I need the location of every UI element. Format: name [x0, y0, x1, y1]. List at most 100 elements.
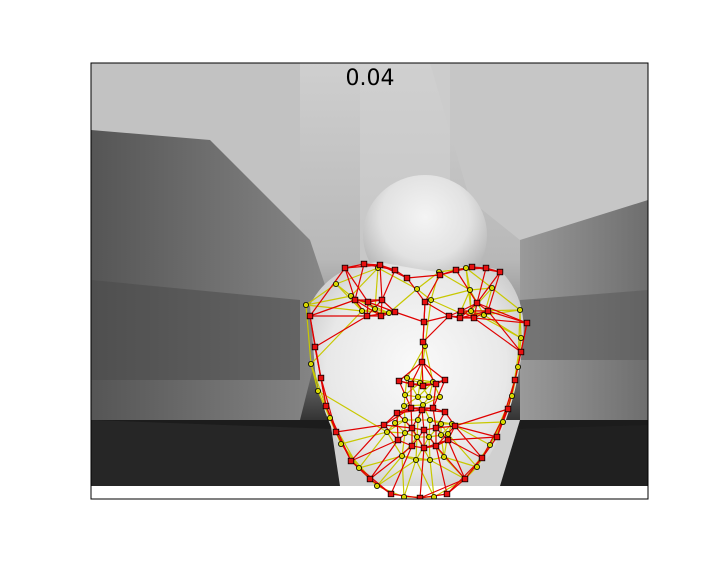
- predicted-mesh-edge: [432, 379, 446, 409]
- reference-mesh-edge: [358, 431, 388, 469]
- predicted-landmark-point: [496, 268, 504, 276]
- predicted-mesh-edge: [379, 264, 383, 301]
- reference-mesh-edge: [340, 431, 388, 445]
- predicted-landmark-point: [429, 404, 437, 412]
- predicted-landmark-point: [443, 490, 451, 498]
- predicted-landmark-point: [351, 296, 359, 304]
- predicted-landmark-point: [511, 376, 519, 384]
- reference-landmark-point: [488, 284, 495, 291]
- predicted-mesh-edge: [390, 445, 413, 495]
- predicted-landmark-point: [419, 338, 427, 346]
- reference-landmark-point: [437, 420, 444, 427]
- predicted-mesh-edge: [419, 478, 466, 499]
- predicted-mesh-edge: [398, 361, 423, 382]
- predicted-mesh-edge: [344, 267, 369, 303]
- predicted-landmark-point: [341, 264, 349, 272]
- predicted-landmark-point: [420, 426, 428, 434]
- reference-mesh-edge: [350, 267, 379, 297]
- predicted-mesh-edge: [476, 267, 487, 304]
- predicted-landmark-point: [408, 442, 416, 450]
- reference-landmark-point: [401, 494, 407, 499]
- reference-mesh-edge: [451, 423, 491, 446]
- predicted-landmark-point: [394, 436, 402, 444]
- predicted-landmark-point: [470, 314, 478, 322]
- predicted-mesh-edge: [424, 301, 450, 317]
- predicted-landmark-point: [347, 457, 355, 465]
- reference-mesh-edge: [376, 459, 417, 487]
- reference-landmark-point: [337, 440, 344, 447]
- reference-landmark-point: [508, 392, 515, 399]
- reference-landmark-point: [401, 391, 408, 398]
- predicted-mesh-edge: [419, 447, 425, 499]
- reference-mesh-edge: [415, 459, 435, 498]
- predicted-mesh-edge: [423, 315, 450, 323]
- predicted-landmark-point: [468, 263, 476, 271]
- reference-landmark-point: [444, 430, 451, 437]
- predicted-landmark-point: [517, 348, 525, 356]
- predicted-landmark-point: [393, 409, 401, 417]
- reference-landmark-point: [358, 307, 365, 314]
- reference-landmark-point: [499, 418, 506, 425]
- predicted-mesh-edge: [435, 445, 466, 480]
- reference-mesh-edge: [403, 459, 417, 498]
- predicted-landmark-point: [363, 312, 371, 320]
- reference-mesh-edge: [335, 267, 379, 285]
- predicted-landmark-point: [461, 475, 469, 483]
- predicted-mesh-edge: [473, 317, 528, 324]
- predicted-landmark-point: [387, 490, 395, 498]
- predicted-landmark-point: [441, 408, 449, 416]
- predicted-mesh-edge: [367, 301, 396, 313]
- predicted-landmark-point: [378, 296, 386, 304]
- predicted-mesh-edge: [354, 263, 365, 301]
- predicted-mesh-edge: [350, 439, 399, 462]
- predicted-mesh-edge: [335, 431, 352, 462]
- predicted-landmark-point: [441, 376, 449, 384]
- reference-landmark-point: [307, 360, 314, 367]
- predicted-landmark-point: [360, 260, 368, 268]
- reference-landmark-point: [326, 414, 333, 421]
- reference-mesh-edge: [401, 455, 405, 498]
- predicted-landmark-point: [478, 454, 486, 462]
- reference-mesh-edge: [429, 459, 466, 480]
- reference-landmark-point: [412, 456, 419, 463]
- predicted-landmark-point: [407, 404, 415, 412]
- predicted-mesh-edge: [454, 408, 509, 427]
- reference-mesh-edge: [415, 436, 418, 461]
- predicted-mesh-edge: [350, 424, 385, 462]
- predicted-landmark-point: [523, 319, 531, 327]
- predicted-landmark-point: [311, 343, 319, 351]
- landmark-mesh-points: [302, 260, 531, 499]
- reference-landmark-point: [427, 296, 434, 303]
- predicted-landmark-point: [420, 318, 428, 326]
- reference-landmark-point: [517, 306, 524, 313]
- depth-image: [91, 63, 648, 499]
- reference-landmark-point: [400, 402, 407, 409]
- predicted-mesh-edge: [309, 299, 356, 317]
- predicted-mesh-edge: [314, 315, 368, 348]
- reference-landmark-point: [401, 416, 408, 423]
- reference-landmark-point: [413, 285, 420, 292]
- reference-mesh-edge: [469, 289, 472, 312]
- reference-landmark-point: [414, 416, 421, 423]
- reference-mesh-edge: [401, 432, 406, 457]
- reference-landmark-point: [426, 456, 433, 463]
- predicted-landmark-point: [420, 444, 428, 452]
- reference-mesh-edge: [376, 455, 403, 487]
- predicted-mesh-edge: [424, 274, 441, 303]
- predicted-landmark-point: [408, 424, 416, 432]
- reference-mesh-edge: [374, 267, 379, 310]
- reference-landmark-point: [383, 428, 390, 435]
- reference-mesh-edge: [428, 436, 431, 461]
- reference-mesh-edge: [310, 310, 363, 365]
- reference-mesh-edge: [440, 434, 445, 458]
- predicted-mesh-edge: [487, 310, 522, 353]
- reference-landmark-point: [440, 453, 447, 460]
- reference-landmark-point: [462, 264, 469, 271]
- reference-landmark-point: [401, 429, 408, 436]
- predicted-mesh-edge: [396, 409, 423, 414]
- predicted-mesh-edge: [447, 436, 498, 441]
- reference-mesh-edge: [433, 478, 466, 498]
- predicted-landmark-point: [421, 298, 429, 306]
- reference-mesh-edge: [424, 345, 434, 383]
- predicted-mesh-edge: [396, 412, 399, 441]
